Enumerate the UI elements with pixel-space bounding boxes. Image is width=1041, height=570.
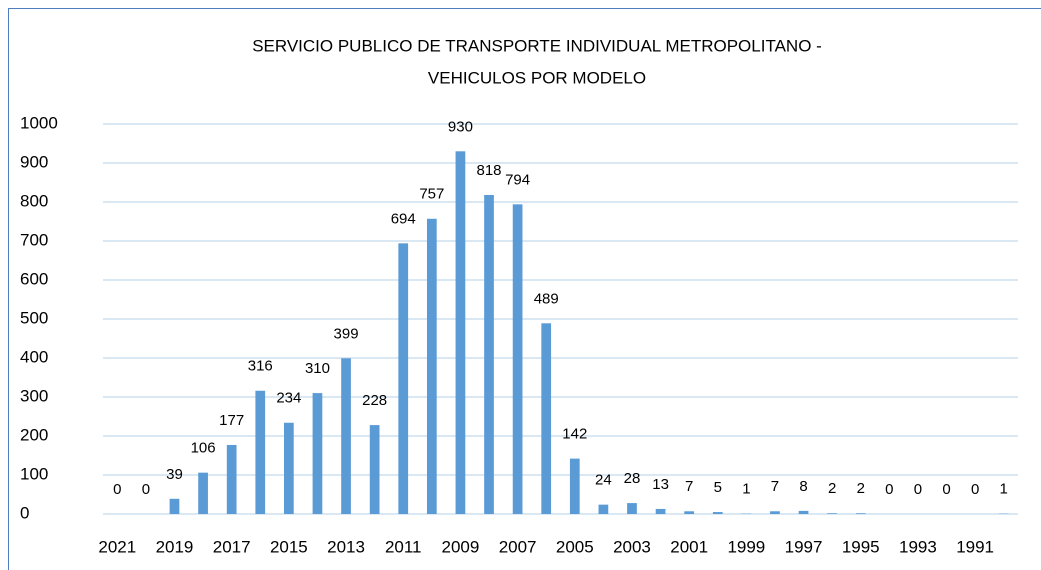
data-label: 177 — [219, 412, 244, 429]
data-label: 930 — [448, 118, 473, 135]
x-tick-label: 2019 — [156, 537, 194, 556]
data-label: 0 — [113, 481, 121, 498]
chart-title: VEHICULOS POR MODELO — [428, 68, 646, 87]
bar — [655, 508, 666, 514]
data-label: 5 — [714, 479, 722, 496]
x-tick-label: 2001 — [670, 537, 708, 556]
data-label: 310 — [305, 360, 330, 377]
data-label: 142 — [562, 426, 587, 443]
y-tick-label: 500 — [20, 308, 48, 327]
x-tick-label: 1995 — [842, 537, 880, 556]
x-tick-label: 1999 — [727, 537, 765, 556]
bar — [712, 512, 723, 514]
data-label: 2 — [857, 480, 865, 497]
data-label: 2 — [828, 480, 836, 497]
bar — [455, 151, 466, 515]
x-tick-label: 2011 — [385, 537, 422, 556]
bar — [169, 498, 180, 514]
data-label: 818 — [477, 162, 502, 179]
data-label: 794 — [505, 171, 530, 188]
x-tick-label: 2017 — [213, 537, 251, 556]
y-tick-label: 800 — [20, 191, 48, 210]
x-tick-label: 2015 — [270, 537, 308, 556]
bar — [283, 422, 294, 514]
x-tick-label: 2009 — [442, 537, 480, 556]
data-label: 0 — [971, 481, 979, 498]
x-tick-label: 1993 — [899, 537, 937, 556]
data-label: 234 — [276, 390, 301, 407]
x-tick-label: 2013 — [327, 537, 365, 556]
bar — [569, 458, 580, 514]
y-tick-label: 100 — [20, 464, 48, 483]
data-label: 8 — [799, 478, 807, 495]
bar — [855, 513, 866, 514]
x-tick-label: 1997 — [785, 537, 823, 556]
bar — [255, 390, 266, 514]
data-label: 0 — [142, 481, 150, 498]
data-label: 39 — [166, 466, 183, 483]
data-label: 694 — [391, 210, 416, 227]
bar — [541, 323, 552, 514]
bar — [770, 511, 780, 514]
data-label: 1 — [1000, 481, 1008, 498]
data-label: 489 — [534, 290, 559, 307]
bar — [484, 194, 494, 515]
data-label: 24 — [595, 472, 612, 489]
data-label: 0 — [914, 481, 922, 498]
bar — [798, 510, 809, 514]
bar — [512, 204, 523, 514]
chart-title: SERVICIO PUBLICO DE TRANSPORTE INDIVIDUA… — [252, 36, 822, 55]
data-label: 7 — [771, 478, 779, 495]
y-tick-label: 1000 — [20, 113, 58, 132]
x-tick-label: 2007 — [499, 537, 537, 556]
x-tick-label: 1991 — [956, 537, 994, 556]
data-label: 0 — [885, 481, 893, 498]
bar — [369, 425, 380, 514]
chart-frame — [8, 8, 1041, 570]
bar — [627, 503, 637, 514]
bar — [398, 243, 409, 514]
data-label: 1 — [742, 481, 750, 498]
bar — [426, 218, 437, 514]
data-label: 0 — [942, 481, 950, 498]
x-tick-label: 2021 — [98, 537, 136, 556]
data-label: 757 — [419, 186, 444, 203]
y-tick-label: 700 — [20, 230, 48, 249]
y-tick-label: 300 — [20, 386, 48, 405]
y-tick-label: 900 — [20, 152, 48, 171]
data-label: 316 — [248, 358, 273, 375]
y-tick-label: 0 — [20, 503, 29, 522]
x-tick-label: 2003 — [613, 537, 651, 556]
bar — [827, 513, 838, 514]
bar — [341, 358, 351, 514]
data-label: 228 — [362, 392, 387, 409]
y-tick-label: 200 — [20, 425, 48, 444]
bar — [226, 444, 237, 514]
bar — [684, 511, 695, 514]
data-label: 106 — [191, 440, 216, 457]
bar — [312, 393, 323, 514]
data-label: 28 — [624, 470, 641, 487]
x-tick-label: 2005 — [556, 537, 594, 556]
bar — [198, 472, 208, 514]
data-label: 7 — [685, 478, 693, 495]
y-tick-label: 400 — [20, 347, 48, 366]
y-tick-label: 600 — [20, 269, 48, 288]
data-label: 13 — [652, 476, 669, 493]
bar — [598, 504, 609, 514]
data-label: 399 — [334, 325, 359, 342]
